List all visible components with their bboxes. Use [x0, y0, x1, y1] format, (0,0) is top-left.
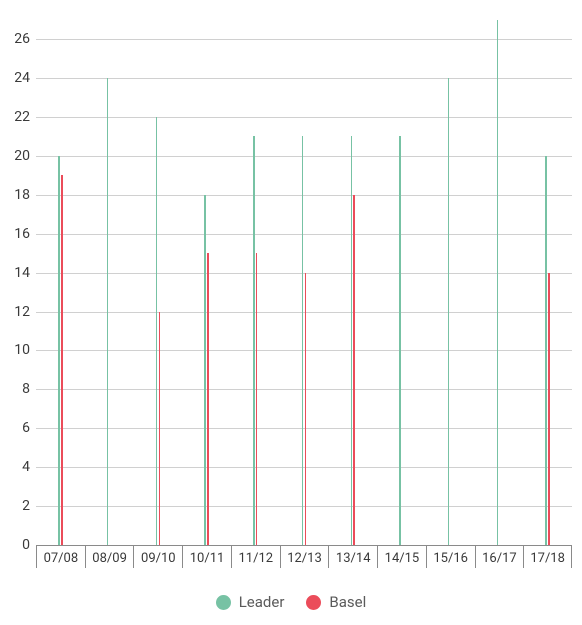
- bar-basel: [256, 253, 257, 545]
- category-cell: [231, 10, 280, 545]
- legend-item: Basel: [306, 593, 366, 611]
- y-tick-label: 20: [14, 148, 36, 164]
- legend: Leader Basel: [0, 593, 582, 611]
- x-tick-label: 08/09: [85, 546, 134, 568]
- category-cell: [280, 10, 329, 545]
- category-cell: [328, 10, 377, 545]
- bar-basel: [61, 175, 62, 545]
- plot-area: 02468101214161820222426: [36, 10, 572, 545]
- bar-leader: [107, 78, 108, 545]
- legend-label: Leader: [239, 593, 285, 611]
- bar-chart: 02468101214161820222426 07/0808/0909/101…: [0, 0, 582, 625]
- x-axis: 07/0808/0909/1010/1111/1212/1313/1414/15…: [36, 545, 572, 569]
- bars-layer: [36, 10, 572, 545]
- bar-leader: [58, 156, 59, 545]
- legend-swatch: [306, 595, 321, 610]
- y-tick-label: 2: [22, 498, 36, 514]
- category-cell: [475, 10, 524, 545]
- x-tick-label: 07/08: [36, 546, 85, 568]
- x-tick-label: 12/13: [280, 546, 329, 568]
- category-cell: [133, 10, 182, 545]
- legend-swatch: [216, 595, 231, 610]
- x-tick-label: 16/17: [475, 546, 524, 568]
- y-tick-label: 18: [14, 187, 36, 203]
- category-cell: [426, 10, 475, 545]
- category-cell: [85, 10, 134, 545]
- y-tick-label: 16: [14, 226, 36, 242]
- y-tick-label: 8: [22, 381, 36, 397]
- x-tick-label: 11/12: [231, 546, 280, 568]
- x-tick-label: 17/18: [523, 546, 572, 568]
- category-cell: [182, 10, 231, 545]
- bar-leader: [399, 136, 400, 545]
- y-tick-label: 10: [14, 342, 36, 358]
- bar-basel: [159, 312, 160, 545]
- x-tick-label: 15/16: [426, 546, 475, 568]
- bar-leader: [253, 136, 254, 545]
- bar-basel: [353, 195, 354, 545]
- y-tick-label: 22: [14, 109, 36, 125]
- legend-item: Leader: [216, 593, 285, 611]
- x-tick-label: 14/15: [377, 546, 426, 568]
- x-tick-label: 10/11: [182, 546, 231, 568]
- category-cell: [377, 10, 426, 545]
- category-cell: [523, 10, 572, 545]
- y-tick-label: 26: [14, 31, 36, 47]
- y-tick-label: 6: [22, 420, 36, 436]
- x-tick-label: 09/10: [133, 546, 182, 568]
- bar-basel: [548, 273, 549, 545]
- bar-leader: [351, 136, 352, 545]
- y-tick-label: 24: [14, 70, 36, 86]
- y-tick-label: 12: [14, 304, 36, 320]
- bar-leader: [302, 136, 303, 545]
- bar-leader: [497, 20, 498, 545]
- bar-leader: [448, 78, 449, 545]
- y-tick-label: 4: [22, 459, 36, 475]
- y-tick-label: 0: [22, 537, 36, 553]
- legend-label: Basel: [329, 593, 366, 611]
- bar-basel: [207, 253, 208, 545]
- bar-basel: [305, 273, 306, 545]
- category-cell: [36, 10, 85, 545]
- y-tick-label: 14: [14, 265, 36, 281]
- bar-leader: [545, 156, 546, 545]
- bar-leader: [204, 195, 205, 545]
- bar-leader: [156, 117, 157, 545]
- x-tick-label: 13/14: [328, 546, 377, 568]
